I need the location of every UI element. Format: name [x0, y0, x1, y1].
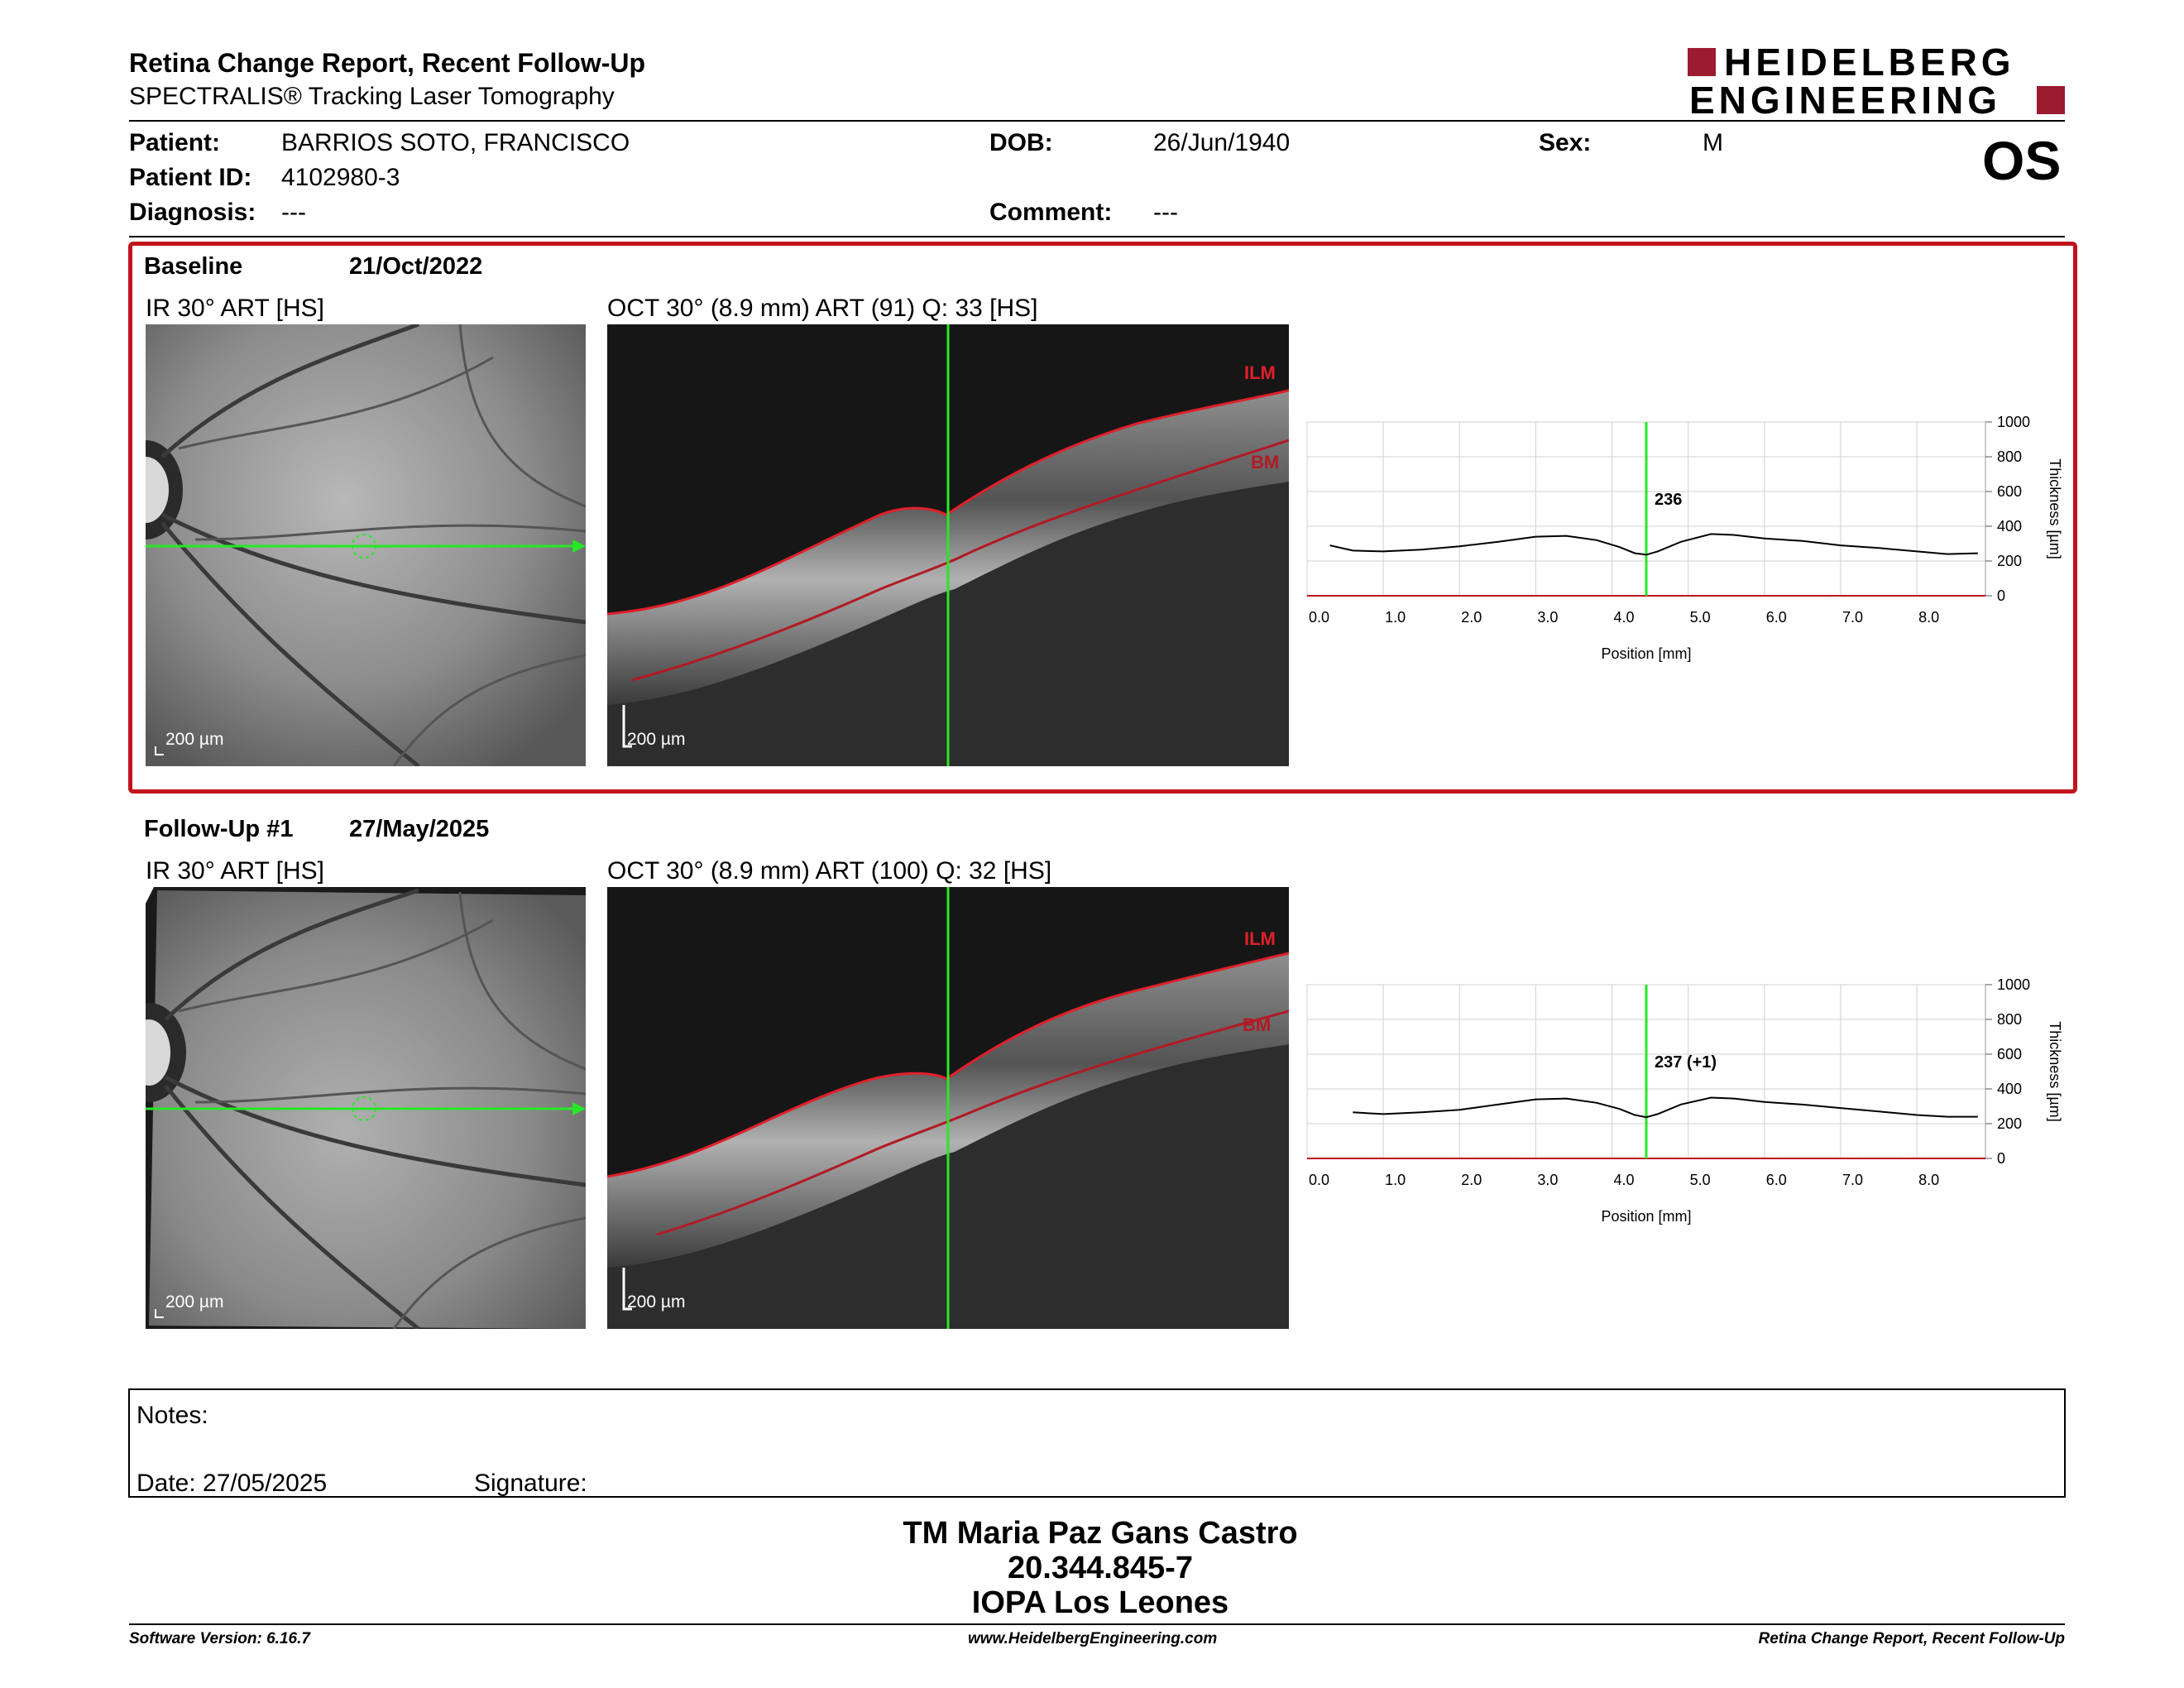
footer-website[interactable]: www.HeidelbergEngineering.com [968, 1630, 1218, 1647]
thickness-series-line [1329, 533, 1978, 556]
report-title: Retina Change Report, Recent Follow-Up [129, 48, 646, 78]
x-tick-label: 4.0 [1614, 1172, 1635, 1188]
eye-indicator: OS [1982, 130, 2062, 191]
report-subtitle: SPECTRALIS® Tracking Laser Tomography [129, 83, 615, 110]
baseline-date: 21/Oct/2022 [349, 253, 483, 280]
signature-label: Signature: [474, 1470, 587, 1497]
x-tick-label: 2.0 [1461, 609, 1482, 626]
x-tick-label: 6.0 [1766, 1172, 1787, 1188]
x-tick-label: 2.0 [1461, 1172, 1482, 1188]
y-tick-label: 200 [1997, 553, 2022, 569]
y-tick-label: 400 [1997, 518, 2022, 535]
followup-ir-scale: 200 µm [165, 1292, 224, 1312]
y-tick-label: 800 [1997, 448, 2022, 465]
diagnosis-label: Diagnosis: [129, 199, 256, 226]
x-tick-label: 0.0 [1309, 609, 1329, 626]
sex-value: M [1703, 129, 1723, 156]
x-tick-label: 1.0 [1385, 609, 1406, 626]
y-axis-label: Thickness [µm] [2047, 1021, 2063, 1121]
followup-oct-scale: 200 µm [627, 1292, 686, 1312]
logo-line2: ENGINEERING [1689, 79, 2002, 122]
y-tick-label: 600 [1997, 1046, 2022, 1062]
y-tick-label: 1000 [1997, 976, 2030, 993]
baseline-ir-caption: IR 30° ART [HS] [146, 295, 324, 322]
baseline-oct-image: ILM BM 200 µm [607, 324, 1289, 766]
followup-ir-caption: IR 30° ART [HS] [146, 857, 324, 885]
thickness-series-line [1353, 1096, 1978, 1119]
y-tick-label: 0 [1997, 587, 2005, 604]
patient-label: Patient: [129, 129, 221, 156]
baseline-bm-label: BM [1251, 452, 1280, 472]
baseline-ir-image: 200 µm [146, 324, 586, 766]
y-tick-label: 800 [1997, 1011, 2022, 1028]
baseline-heading: Baseline [144, 253, 243, 280]
y-tick-label: 400 [1997, 1081, 2022, 1097]
followup-thickness-chart: 0.0 1.0 2.0 3.0 4.0 5.0 6.0 7.0 8.0 0 200 400 600 800… [1306, 976, 2063, 1225]
x-tick-label: 1.0 [1385, 1172, 1406, 1188]
heidelberg-logo: HEIDELBERG ENGINEERING [1688, 41, 2068, 122]
x-tick-label: 5.0 [1690, 609, 1711, 626]
followup-bm-label: BM [1243, 1014, 1272, 1035]
signer-name: TM Maria Paz Gans Castro [903, 1516, 1298, 1551]
patient-id-label: Patient ID: [129, 164, 252, 191]
patient-name: BARRIOS SOTO, FRANCISCO [281, 129, 630, 156]
patient-id: 4102980-3 [281, 164, 400, 191]
marker-value-label: 236 [1655, 491, 1682, 509]
y-axis-label: Thickness [µm] [2047, 458, 2063, 559]
y-tick-label: 200 [1997, 1115, 2022, 1132]
signer-org: IOPA Los Leones [971, 1585, 1229, 1620]
y-tick-label: 1000 [1997, 414, 2030, 430]
followup-date: 27/May/2025 [349, 816, 490, 842]
footer-report-name: Retina Change Report, Recent Follow-Up [1758, 1630, 2065, 1647]
x-tick-label: 3.0 [1537, 1172, 1558, 1188]
followup-oct-caption: OCT 30° (8.9 mm) ART (100) Q: 32 [HS] [607, 857, 1052, 885]
baseline-thickness-chart: 0.0 1.0 2.0 3.0 4.0 5.0 6.0 7.0 8.0 0 200 400 600 800… [1306, 414, 2063, 662]
x-axis-label: Position [mm] [1601, 645, 1691, 662]
x-tick-label: 7.0 [1842, 1172, 1863, 1188]
diagnosis-value: --- [281, 199, 306, 226]
comment-value: --- [1153, 199, 1178, 226]
marker-value-label: 237 (+1) [1655, 1053, 1717, 1072]
baseline-ilm-label: ILM [1244, 362, 1276, 383]
dob-value: 26/Jun/1940 [1153, 129, 1291, 156]
x-tick-label: 8.0 [1918, 1172, 1939, 1188]
x-tick-label: 5.0 [1690, 1172, 1711, 1188]
x-tick-label: 7.0 [1842, 609, 1863, 626]
notes-label: Notes: [136, 1402, 208, 1429]
followup-oct-image: ILM BM 200 µm [607, 887, 1289, 1329]
signer-id: 20.344.845-7 [1008, 1551, 1193, 1585]
baseline-oct-scale: 200 µm [627, 730, 686, 749]
comment-label: Comment: [989, 199, 1113, 226]
x-tick-label: 8.0 [1918, 609, 1939, 626]
followup-ir-image: 200 µm [146, 887, 586, 1329]
footer-software-version: Software Version: 6.16.7 [129, 1630, 310, 1647]
y-tick-label: 600 [1997, 483, 2022, 500]
baseline-section [128, 242, 2077, 794]
dob-label: DOB: [989, 129, 1053, 156]
notes-box: Notes: Date: 27/05/2025 Signature: [128, 1388, 2066, 1498]
baseline-ir-scale: 200 µm [165, 730, 224, 749]
x-tick-label: 6.0 [1766, 609, 1787, 626]
x-tick-label: 0.0 [1309, 1172, 1329, 1188]
sex-label: Sex: [1539, 129, 1592, 156]
y-tick-label: 0 [1997, 1150, 2005, 1167]
x-tick-label: 3.0 [1537, 609, 1558, 626]
followup-ilm-label: ILM [1244, 928, 1276, 949]
x-tick-label: 4.0 [1614, 609, 1635, 626]
x-axis-label: Position [mm] [1601, 1208, 1691, 1225]
followup-heading: Follow-Up #1 [144, 816, 294, 842]
baseline-oct-caption: OCT 30° (8.9 mm) ART (91) Q: 33 [HS] [607, 295, 1038, 322]
notes-date: Date: 27/05/2025 [136, 1470, 328, 1497]
logo-line1: HEIDELBERG [1724, 41, 2015, 84]
